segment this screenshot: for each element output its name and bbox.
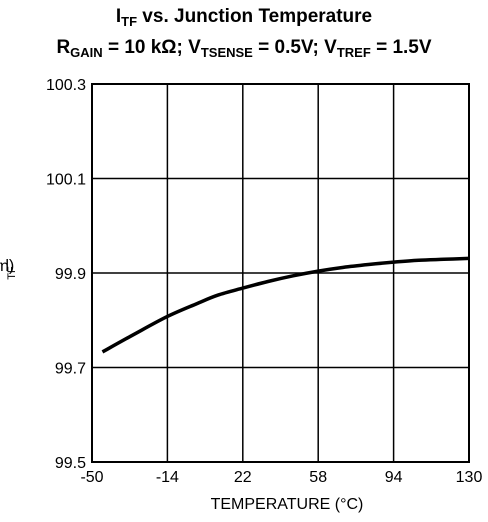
x-tick-label: -50 xyxy=(80,469,103,486)
chart-title-line-2: RGAIN = 10 kΩ; VTSENSE = 0.5V; VTREF = 1… xyxy=(56,37,432,60)
x-tick-label: -14 xyxy=(156,469,179,486)
y-tick-label: 99.5 xyxy=(55,455,86,472)
x-axis-title: TEMPERATURE (°C) xyxy=(210,496,364,513)
y-tick-label: 100.1 xyxy=(46,172,86,189)
x-tick-label: 130 xyxy=(456,469,483,486)
grid xyxy=(92,84,469,462)
x-tick-label: 58 xyxy=(309,469,327,486)
tick-labels: -50 -14 22 58 94 130 99.5 99.7 99.9 100.1 100.3 xyxy=(46,77,482,486)
y-tick-label: 99.7 xyxy=(55,361,86,378)
series-layer xyxy=(101,256,470,354)
x-tick-label: 94 xyxy=(385,469,403,486)
chart-title-line-1: ITF vs. Junction Temperature xyxy=(115,6,373,29)
y-tick-label: 99.9 xyxy=(55,266,86,283)
y-tick-label: 100.3 xyxy=(46,77,86,94)
plot-frame xyxy=(91,83,470,463)
series-line xyxy=(101,256,470,354)
x-tick-label: 22 xyxy=(234,469,252,486)
